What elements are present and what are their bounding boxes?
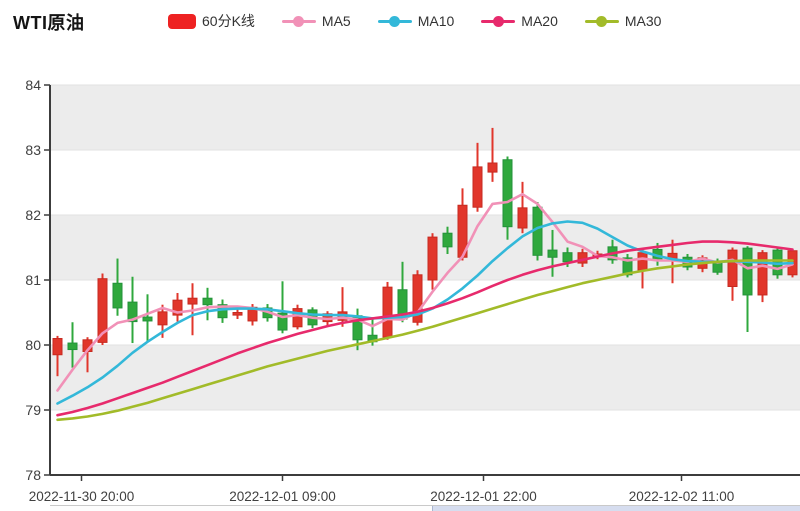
svg-text:2022-11-30 20:00: 2022-11-30 20:00	[29, 489, 135, 504]
legend-label: MA5	[321, 13, 351, 29]
kline-swatch-icon	[168, 13, 196, 29]
legend-item-kline[interactable]: 60分K线	[168, 11, 255, 31]
svg-text:2022-12-02 11:00: 2022-12-02 11:00	[629, 489, 735, 504]
svg-text:2022-12-01 09:00: 2022-12-01 09:00	[229, 489, 336, 504]
legend-item-ma10[interactable]: MA10	[377, 13, 455, 29]
svg-text:81: 81	[25, 272, 41, 288]
legend-label: 60分K线	[202, 13, 255, 29]
svg-text:2022-12-01 22:00: 2022-12-01 22:00	[430, 489, 537, 504]
page-title: WTI原油	[13, 13, 85, 33]
svg-text:78: 78	[25, 467, 41, 483]
ma30-line-icon	[584, 14, 619, 28]
legend-label: MA10	[417, 13, 455, 29]
svg-text:84: 84	[25, 77, 41, 93]
legend-label: MA30	[624, 13, 662, 29]
legend-item-ma20[interactable]: MA20	[481, 13, 558, 29]
svg-text:80: 80	[25, 337, 41, 353]
legend-label: MA20	[521, 13, 558, 29]
ma5-line-icon	[281, 14, 316, 28]
svg-text:79: 79	[25, 402, 41, 418]
svg-text:82: 82	[25, 207, 41, 223]
svg-text:83: 83	[25, 142, 41, 158]
datazoom-slider[interactable]	[50, 505, 800, 511]
legend-item-ma30[interactable]: MA30	[584, 13, 662, 29]
ma20-line-icon	[481, 14, 516, 28]
ma10-line-icon	[377, 14, 412, 28]
datazoom-selected-range[interactable]	[432, 506, 800, 511]
chart-legend: 60分K线 MA5 MA10 MA20 MA30	[168, 11, 661, 31]
legend-item-ma5[interactable]: MA5	[281, 13, 351, 29]
